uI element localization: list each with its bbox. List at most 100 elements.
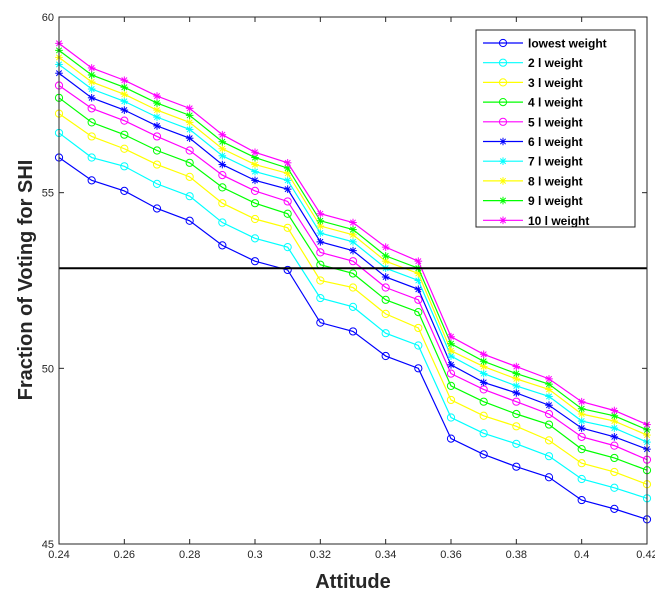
- legend-label: 3 l weight: [528, 76, 583, 90]
- data-point: [446, 434, 456, 443]
- data-point: [120, 90, 129, 99]
- x-tick-label: 0.36: [440, 549, 461, 561]
- data-point: [610, 433, 619, 441]
- data-point: [120, 83, 129, 92]
- data-point: [153, 113, 161, 121]
- data-point: [381, 295, 390, 304]
- data-point: [120, 144, 129, 153]
- data-point: [610, 467, 619, 477]
- axes-box: [58, 16, 648, 545]
- data-point: [348, 327, 358, 336]
- data-point: [349, 218, 357, 227]
- legend-label: 9 l weight: [528, 194, 583, 208]
- plot-marks: [54, 39, 652, 524]
- legend-entry: 5 l weight: [483, 115, 583, 129]
- series-line: [58, 97, 648, 471]
- data-point: [348, 269, 358, 278]
- data-point: [87, 78, 96, 86]
- data-point: [185, 158, 194, 167]
- series-line: [58, 157, 648, 520]
- data-point: [250, 199, 260, 208]
- legend-label: 5 l weight: [528, 115, 583, 129]
- data-point: [545, 401, 553, 410]
- y-tick-label: 50: [42, 363, 54, 375]
- data-point: [185, 146, 194, 155]
- data-point: [283, 197, 292, 206]
- data-point: [479, 350, 488, 359]
- data-point: [316, 318, 325, 327]
- data-point: [512, 389, 521, 397]
- data-point: [87, 104, 96, 113]
- data-point: [87, 118, 96, 127]
- legend-label: 8 l weight: [528, 174, 583, 188]
- data-point: [120, 130, 129, 139]
- data-point: [381, 243, 390, 251]
- data-point: [414, 257, 423, 265]
- legend-marker: [499, 196, 507, 205]
- series-10: [55, 39, 651, 429]
- data-point: [316, 293, 325, 303]
- legend-entry: 10 l weight: [483, 214, 589, 228]
- data-point: [218, 199, 227, 208]
- data-point: [414, 341, 423, 350]
- x-tick-label: 0.26: [114, 549, 135, 561]
- data-point: [414, 285, 423, 294]
- data-point: [348, 257, 358, 266]
- data-point: [446, 381, 456, 390]
- y-tick-label: 55: [42, 188, 54, 200]
- series-9: [55, 46, 651, 434]
- data-point: [185, 192, 194, 201]
- data-point: [218, 160, 227, 169]
- data-point: [185, 125, 194, 134]
- data-point: [120, 106, 129, 114]
- legend: lowest weight 2 l weight 3 l weight 4 l wei…: [475, 29, 636, 228]
- data-point: [610, 441, 619, 450]
- legend-marker: [498, 38, 508, 48]
- data-point: [251, 148, 259, 157]
- data-point: [218, 171, 227, 180]
- data-point: [544, 473, 554, 482]
- data-point: [316, 229, 325, 237]
- data-point: [152, 179, 162, 188]
- legend-marker: [499, 137, 507, 146]
- data-point: [153, 99, 161, 107]
- legend-entry: 3 l weight: [483, 76, 583, 90]
- data-point: [283, 176, 292, 185]
- y-axis-title: Fraction of Voting for SHI: [15, 160, 37, 401]
- x-tick-label: 0.4: [574, 549, 589, 561]
- series-5: [54, 81, 652, 464]
- data-point: [610, 453, 619, 463]
- data-point: [349, 246, 357, 255]
- data-point: [218, 241, 227, 250]
- x-tick-label: 0.32: [310, 549, 331, 561]
- legend-entry: 9 l weight: [483, 194, 583, 208]
- data-point: [381, 309, 390, 318]
- data-point: [545, 385, 553, 394]
- data-point: [283, 265, 292, 275]
- data-point: [577, 459, 586, 468]
- legend-label: 2 l weight: [528, 56, 583, 70]
- data-point: [250, 257, 260, 266]
- data-point: [283, 223, 292, 232]
- data-point: [512, 462, 521, 471]
- legend-entry: 6 l weight: [483, 135, 583, 149]
- data-point: [512, 409, 521, 419]
- data-point: [349, 225, 357, 234]
- data-point: [218, 130, 227, 139]
- data-point: [283, 243, 292, 252]
- data-point: [446, 413, 456, 422]
- data-point: [414, 364, 423, 373]
- series-3: [54, 109, 652, 489]
- legend-entries: lowest weight 2 l weight 3 l weight 4 l wei…: [483, 37, 607, 228]
- data-point: [479, 450, 488, 459]
- x-axis-title: Attitude: [315, 571, 391, 593]
- data-point: [283, 209, 292, 218]
- data-point: [544, 452, 554, 461]
- data-point: [185, 172, 194, 181]
- x-axis-ticks: 0.24 0.26 0.28 0.3 0.32 0.34 0.36 0.38 0.4 0.42: [48, 17, 655, 561]
- data-point: [447, 361, 455, 369]
- data-point: [512, 369, 521, 378]
- data-point: [185, 111, 194, 120]
- data-point: [610, 483, 619, 492]
- legend-marker: [498, 58, 508, 67]
